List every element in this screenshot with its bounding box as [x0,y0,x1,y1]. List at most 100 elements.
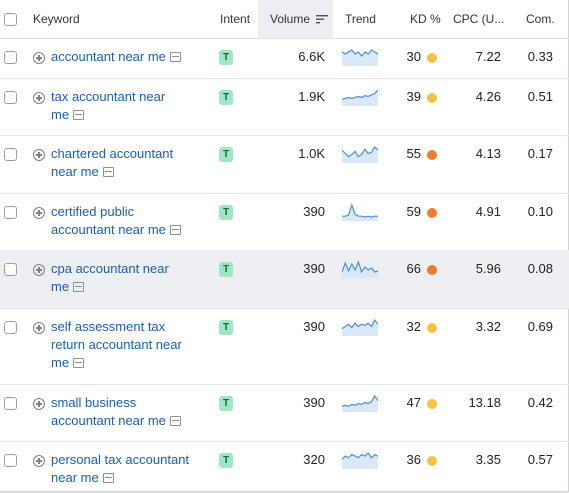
competition-value: 0.69 [527,319,553,334]
row-checkbox[interactable] [4,206,17,219]
kd-indicator-dot [427,53,437,63]
row-checkbox-cell [4,454,17,467]
add-to-list-icon[interactable] [33,92,45,104]
keyword-link[interactable]: chartered accountant near me [51,145,201,181]
row-checkbox-cell [4,321,17,334]
add-to-list-icon[interactable] [33,455,45,467]
col-trend[interactable]: Trend [345,12,376,26]
add-to-list-icon[interactable] [33,398,45,410]
kd-indicator-dot [427,399,437,409]
volume-value: 390 [303,204,325,219]
keyword-text: me [51,107,70,122]
keyword-link[interactable]: certified public accountant near me [51,203,201,239]
keyword-text: certified public [51,204,135,219]
kd-indicator-dot [427,456,437,466]
volume-value: 1.9K [298,89,325,104]
serp-features-icon[interactable] [73,282,85,292]
serp-features-icon[interactable] [169,416,181,426]
trend-area [342,147,378,163]
kd-value: 30 [406,49,421,64]
trend-line [342,394,378,407]
kd-value: 36 [406,452,421,467]
col-cpc[interactable]: CPC (U... [453,12,505,26]
serp-features-icon[interactable] [102,167,114,177]
serp-features-icon[interactable] [102,473,114,483]
add-to-list-icon[interactable] [33,264,45,276]
col-intent[interactable]: Intent [220,12,251,26]
row-checkbox[interactable] [4,454,17,467]
serp-features-icon[interactable] [73,358,85,368]
volume-value: 320 [303,452,325,467]
kd-indicator-dot [427,208,437,218]
table-header: Keyword Intent Volume Trend KD % CPC (U.… [0,0,569,39]
table-row: accountant near me T 6.6K 30 7.22 0.33 [0,38,569,79]
add-to-list-icon[interactable] [33,322,45,334]
kd-value: 32 [406,319,421,334]
keyword-link[interactable]: accountant near me [51,48,201,66]
row-checkbox[interactable] [4,51,17,64]
keyword-link[interactable]: personal tax accountant near me [51,451,201,487]
select-all-checkbox[interactable] [4,12,17,26]
trend-sparkline [342,318,378,336]
serp-features-icon[interactable] [169,225,181,235]
select-all-cell [4,0,17,38]
keyword-link[interactable]: tax accountant near me [51,88,201,124]
row-checkbox-cell [4,206,17,219]
kd-indicator-dot [427,323,437,333]
volume-value: 390 [303,319,325,334]
trend-sparkline [342,146,378,163]
intent-badge: T [219,147,233,162]
col-com[interactable]: Com. [526,12,555,26]
col-volume[interactable]: Volume [270,0,329,38]
table-row: self assessment tax return accountant nea… [0,308,569,385]
kd-value: 55 [406,146,421,161]
kd-value: 47 [406,395,421,410]
trend-sparkline [342,452,378,469]
cpc-value: 4.13 [475,146,501,161]
add-to-list-icon[interactable] [33,52,45,64]
row-checkbox[interactable] [4,263,17,276]
keyword-text: accountant near me [51,222,166,237]
row-checkbox[interactable] [4,91,17,104]
cpc-value: 3.35 [475,452,501,467]
table-row: certified public accountant near me T 390 59… [0,193,569,251]
col-kd[interactable]: KD % [410,12,441,26]
keyword-link[interactable]: self assessment tax return accountant nea… [51,318,201,372]
keyword-text: near me [51,470,99,485]
add-to-list-icon[interactable] [33,149,45,161]
cpc-value: 4.26 [475,89,501,104]
row-checkbox[interactable] [4,321,17,334]
serp-features-icon[interactable] [169,52,181,62]
competition-value: 0.33 [527,49,553,64]
row-checkbox-cell [4,397,17,410]
cpc-value: 3.32 [475,319,501,334]
add-to-list-icon[interactable] [33,207,45,219]
trend-line [342,260,378,274]
volume-value: 390 [303,261,325,276]
keyword-link[interactable]: small business accountant near me [51,394,201,430]
serp-features-icon[interactable] [73,110,85,120]
trend-sparkline [342,49,378,66]
kd-value: 59 [406,204,421,219]
volume-value: 390 [303,395,325,410]
keyword-link[interactable]: cpa accountant near me [51,260,201,296]
cpc-value: 7.22 [475,49,501,64]
row-checkbox-cell [4,263,17,276]
row-checkbox[interactable] [4,397,17,410]
keyword-text: accountant near me [51,413,166,428]
intent-badge: T [219,50,233,65]
keyword-text: small business [51,395,137,410]
keyword-text: me [51,279,70,294]
keyword-text: self assessment tax [51,319,166,334]
keyword-text: tax accountant near [51,89,166,104]
trend-line [342,203,378,218]
table-row: tax accountant near me T 1.9K 39 4.26 0.51 [0,78,569,136]
col-volume-label: Volume [270,12,311,26]
keyword-text: chartered accountant [51,146,174,161]
cpc-value: 5.96 [475,261,501,276]
col-keyword[interactable]: Keyword [33,12,80,26]
trend-line [342,318,378,330]
row-checkbox[interactable] [4,148,17,161]
trend-area [342,50,378,66]
